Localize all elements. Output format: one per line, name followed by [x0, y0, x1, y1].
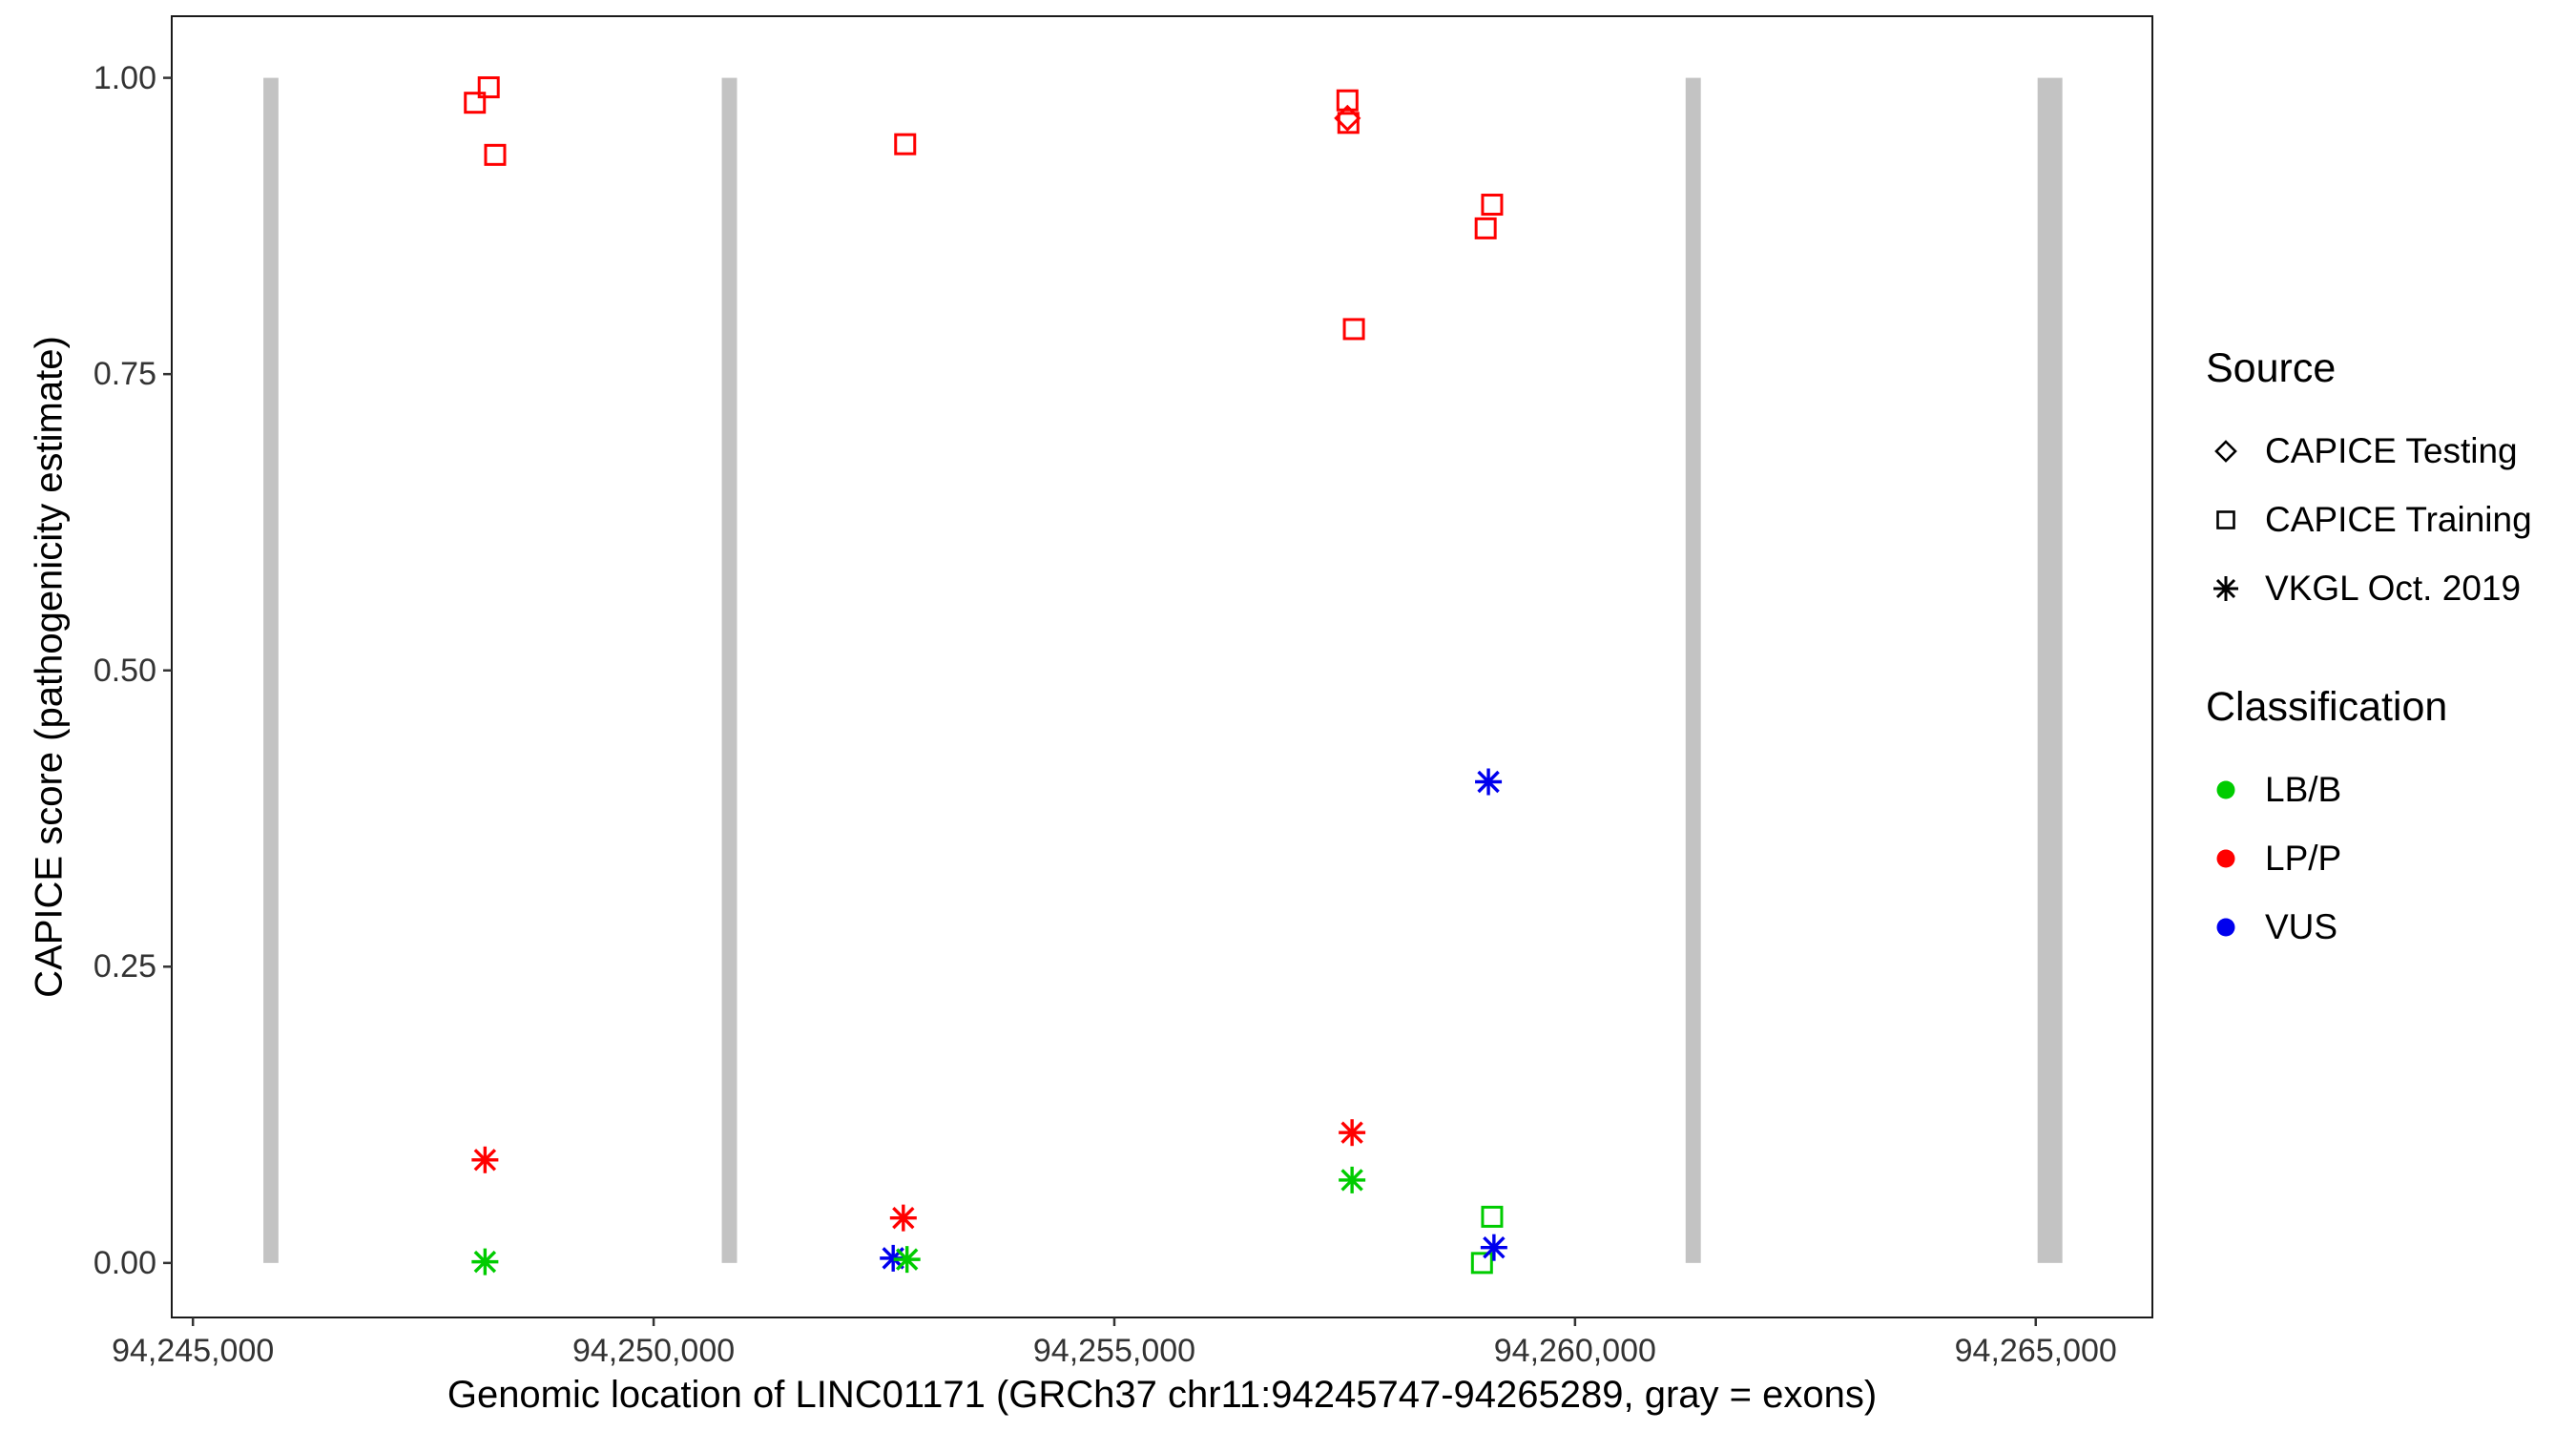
legend-label-capice-training: CAPICE Training — [2265, 500, 2532, 539]
x-tick-label: 94,260,000 — [1493, 1333, 1656, 1369]
x-tick-label: 94,245,000 — [112, 1333, 275, 1369]
legend-item-lpp: LP/P — [2206, 824, 2532, 893]
exon-bar — [263, 77, 279, 1263]
legend-gap — [2206, 623, 2532, 684]
legend-label-vkgl: VKGL Oct. 2019 — [2265, 569, 2522, 608]
legend-group-classification: Classification LB/B LP/P VUS — [2206, 684, 2532, 962]
y-tick-label: 0.50 — [93, 652, 156, 689]
lbb-dot-icon — [2216, 780, 2235, 799]
legend-item-vus: VUS — [2206, 893, 2532, 962]
data-point-asterisk — [1339, 1166, 1366, 1193]
data-point-asterisk — [1480, 1234, 1507, 1261]
legend-label-lpp: LP/P — [2265, 839, 2342, 878]
y-tick-label: 0.00 — [93, 1244, 156, 1281]
x-axis-title: Genomic location of LINC01171 (GRCh37 ch… — [447, 1374, 1878, 1416]
exon-bar — [721, 77, 737, 1263]
data-point-square — [1342, 318, 1365, 341]
data-point-asterisk — [471, 1248, 499, 1275]
panel-border — [171, 15, 2153, 1318]
data-point-asterisk — [889, 1204, 917, 1232]
asterisk-icon — [2213, 576, 2238, 601]
square-icon — [2216, 510, 2235, 529]
exon-bar — [2037, 77, 2063, 1263]
legend-group-source: Source CAPICE Testing CAPICE Training — [2206, 345, 2532, 623]
data-point-square — [894, 133, 917, 156]
lpp-dot-icon — [2216, 849, 2235, 868]
data-point-square — [464, 92, 487, 114]
data-point-asterisk — [1339, 1119, 1366, 1147]
legend-item-capice-training: CAPICE Training — [2206, 486, 2532, 554]
data-point-square — [477, 76, 500, 99]
data-point-asterisk — [893, 1246, 921, 1274]
legend-label-lbb: LB/B — [2265, 770, 2342, 809]
data-point-square — [1481, 194, 1504, 217]
legend-title-source: Source — [2206, 345, 2337, 391]
data-point-square — [1470, 1252, 1493, 1275]
data-point-asterisk — [471, 1146, 499, 1173]
legend-label-capice-testing: CAPICE Testing — [2265, 431, 2518, 470]
y-tick-label: 0.25 — [93, 948, 156, 985]
legend: Source CAPICE Testing CAPICE Training — [2206, 345, 2532, 962]
data-point-diamond — [1334, 104, 1361, 132]
x-tick-label: 94,255,000 — [1032, 1333, 1196, 1369]
y-tick-label: 0.75 — [93, 356, 156, 393]
data-point-square — [1336, 89, 1359, 112]
data-point-square — [1474, 217, 1497, 239]
legend-item-capice-testing: CAPICE Testing — [2206, 417, 2532, 486]
data-point-square — [484, 143, 507, 166]
legend-item-lbb: LB/B — [2206, 756, 2532, 824]
data-point-square — [1481, 1205, 1504, 1228]
data-point-asterisk — [1475, 768, 1503, 796]
x-tick-label: 94,250,000 — [571, 1333, 736, 1369]
exon-bar — [1685, 77, 1701, 1263]
y-tick-label: 1.00 — [93, 59, 156, 96]
legend-title-classification: Classification — [2206, 684, 2448, 730]
diamond-icon — [2214, 440, 2237, 463]
vus-dot-icon — [2216, 918, 2235, 937]
x-tick-label: 94,265,000 — [1954, 1333, 2117, 1369]
legend-item-vkgl: VKGL Oct. 2019 — [2206, 554, 2532, 623]
legend-label-vus: VUS — [2265, 907, 2338, 946]
